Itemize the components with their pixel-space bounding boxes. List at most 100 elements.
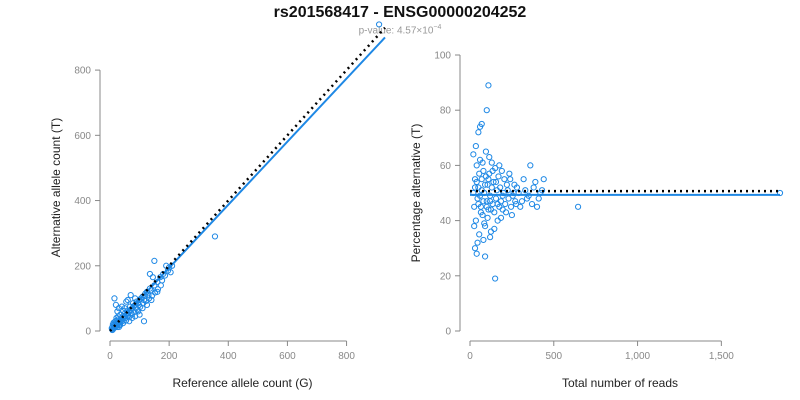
left-plot-x-tick-label: 400 bbox=[220, 351, 237, 362]
left-plot-data-point bbox=[115, 305, 122, 312]
left-plot-data-point bbox=[108, 325, 115, 332]
right-plot-data-point bbox=[480, 198, 487, 205]
right-plot-data-point bbox=[481, 253, 489, 260]
right-plot-data-point bbox=[489, 167, 496, 175]
right-plot-data-point bbox=[478, 176, 485, 183]
left-plot-y-tick-label: 0 bbox=[85, 327, 91, 338]
right-plot-data-point bbox=[512, 198, 519, 205]
left-plot-data-point bbox=[132, 295, 139, 302]
right-plot-data-point bbox=[498, 167, 505, 175]
right-plot-data-point bbox=[497, 214, 505, 221]
right-plot-data-point bbox=[486, 170, 493, 177]
left-plot-data-point bbox=[375, 21, 383, 28]
right-plot-data-point bbox=[502, 200, 509, 208]
right-plot-data-point bbox=[480, 167, 487, 175]
right-plot-y-tick-label: 100 bbox=[434, 51, 451, 62]
right-plot-data-point bbox=[494, 200, 501, 208]
right-plot-data-point bbox=[501, 176, 508, 183]
left-plot-data-point bbox=[143, 301, 151, 309]
right-plot-data-point bbox=[488, 159, 495, 166]
left-plot-data-point bbox=[151, 257, 158, 264]
left-plot-data-point bbox=[111, 295, 118, 302]
right-plot-x-tick-label: 500 bbox=[545, 351, 562, 362]
right-plot-data-point bbox=[471, 223, 478, 230]
p-value-text: p-value: 4.57×10 bbox=[358, 25, 434, 37]
right-plot-data-point bbox=[485, 176, 492, 183]
left-plot-data-point bbox=[129, 314, 136, 322]
right-plot-data-point bbox=[475, 200, 482, 208]
right-plot-x-tick-label: 1,500 bbox=[709, 351, 734, 362]
right-plot-data-point bbox=[478, 187, 485, 194]
right-plot-data-point bbox=[518, 198, 526, 205]
right-plot-data-point bbox=[476, 231, 483, 238]
right-plot-y-tick-label: 20 bbox=[440, 271, 452, 282]
left-plot-data-point bbox=[120, 307, 127, 314]
right-plot-y-axis-title: Percentage alternative (T) bbox=[409, 124, 423, 263]
right-plot-y-tick-label: 40 bbox=[440, 216, 452, 227]
right-plot-data-point bbox=[472, 142, 479, 150]
right-plot-data-point bbox=[490, 178, 497, 186]
left-plot-x-axis-title: Reference allele count (G) bbox=[172, 376, 312, 390]
right-plot-data-point bbox=[492, 275, 499, 282]
right-plot-y-tick-label: 80 bbox=[440, 106, 452, 117]
right-plot-data-point bbox=[473, 178, 480, 186]
right-plot-data-point bbox=[511, 181, 518, 188]
left-plot-x-tick-label: 200 bbox=[161, 351, 178, 362]
right-plot-data-point bbox=[477, 209, 484, 216]
right-plot-data-point bbox=[492, 178, 500, 186]
left-plot-data-point bbox=[115, 323, 122, 331]
right-plot-data-point bbox=[497, 184, 504, 191]
left-plot-data-point bbox=[140, 318, 148, 325]
right-plot-data-point bbox=[508, 211, 515, 219]
right-plot-data-point bbox=[492, 195, 500, 202]
right-plot-data-point bbox=[484, 214, 491, 221]
right-plot-y-tick-label: 60 bbox=[440, 161, 452, 172]
left-plot-data-point bbox=[146, 270, 154, 278]
right-plot-data-point bbox=[472, 217, 479, 224]
right-plot-data-point bbox=[488, 184, 495, 191]
right-plot-data-point bbox=[483, 107, 490, 114]
right-plot-data-point bbox=[504, 187, 511, 194]
right-plot-data-point bbox=[471, 203, 478, 210]
right-plot-data-point bbox=[481, 223, 489, 230]
right-plot-x-tick-label: 1,000 bbox=[625, 351, 650, 362]
left-plot-x-tick-label: 0 bbox=[107, 351, 113, 362]
right-plot-y-tick-label: 0 bbox=[445, 327, 451, 338]
right-plot-data-point bbox=[517, 203, 524, 210]
left-plot-y-tick-label: 600 bbox=[74, 131, 91, 142]
left-plot-data-point bbox=[137, 303, 144, 310]
left-plot-data-point bbox=[123, 298, 130, 305]
right-plot-data-point bbox=[496, 162, 503, 169]
right-plot-data-point bbox=[507, 176, 514, 183]
right-plot-data-point bbox=[470, 151, 477, 158]
chart-title: rs201568417 - ENSG00000204252 bbox=[273, 4, 527, 21]
right-plot-data-point bbox=[485, 82, 492, 89]
right-plot-data-point bbox=[476, 170, 483, 177]
right-plot-data-point bbox=[475, 129, 482, 136]
p-value-exponent: −4 bbox=[433, 24, 442, 31]
right-plot-data-point bbox=[574, 203, 582, 210]
left-plot-data-point bbox=[158, 277, 166, 284]
right-plot-data-point bbox=[486, 154, 493, 161]
left-plot-y-axis-title: Alternative allele count (T) bbox=[49, 118, 63, 257]
left-plot-data-point bbox=[154, 286, 162, 293]
right-plot-data-point bbox=[512, 200, 520, 208]
right-plot-data-point bbox=[530, 184, 537, 191]
left-plot-expected-line bbox=[109, 26, 386, 332]
right-plot-x-tick-label: 0 bbox=[467, 351, 473, 362]
left-plot-data-point bbox=[127, 292, 134, 299]
right-plot-data-point bbox=[479, 159, 486, 166]
right-plot-data-point bbox=[535, 195, 542, 202]
right-plot-data-point bbox=[471, 184, 479, 191]
right-plot-data-point bbox=[471, 245, 479, 252]
right-plot-data-point bbox=[481, 220, 488, 227]
right-plot-data-point bbox=[487, 234, 494, 241]
right-plot-data-point bbox=[483, 203, 490, 210]
right-plot-data-point bbox=[532, 178, 539, 186]
right-plot-x-axis-title: Total number of reads bbox=[562, 376, 678, 390]
right-plot-data-point bbox=[474, 239, 481, 246]
right-plot-data-point bbox=[480, 236, 487, 244]
right-plot-data-point bbox=[499, 206, 506, 213]
right-plot-data-point bbox=[527, 162, 534, 169]
